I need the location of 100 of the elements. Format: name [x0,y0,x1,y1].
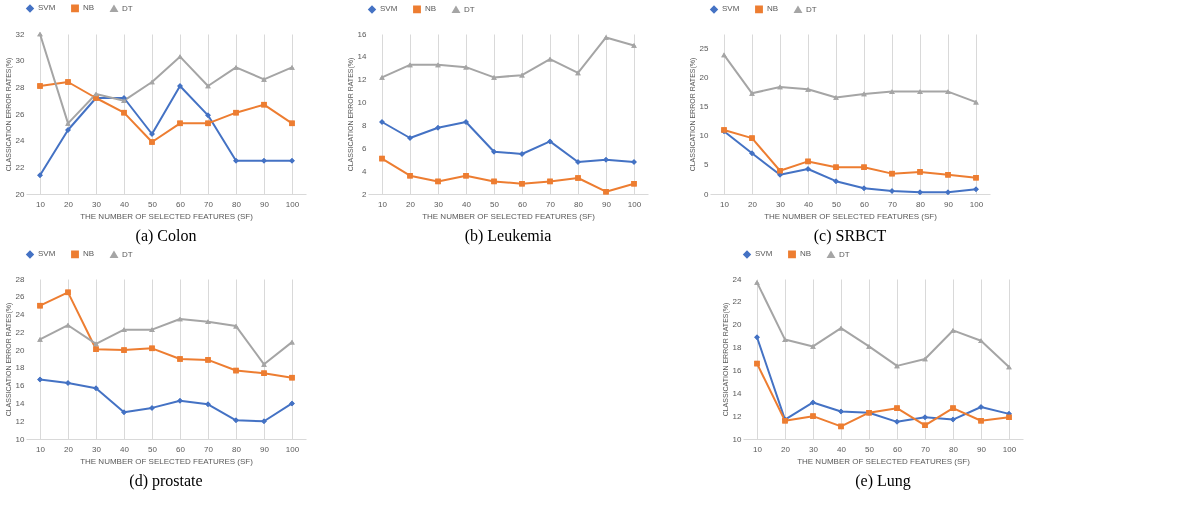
legend-label: NB [83,3,95,13]
y-tick-label: 24 [732,274,743,284]
point [261,101,267,108]
point [754,280,760,285]
point [149,79,155,85]
x-tick-label: 30 [92,199,102,209]
x-tick-label: 50 [148,199,158,209]
x-tick-label: 10 [378,199,388,209]
x-tick-label: 80 [574,199,584,209]
legend-label: DT [122,249,133,259]
point [603,188,609,195]
point [261,76,267,82]
legend-label: NB [800,249,812,259]
point [177,316,183,322]
x-tick-label: 40 [120,199,130,209]
point [491,148,497,155]
x-tick-label: 10 [36,444,46,454]
point [945,89,951,94]
point [945,172,951,178]
point [838,408,844,415]
point [922,356,928,362]
point [407,172,413,179]
x-tick-label: 30 [809,444,819,454]
point [777,84,783,90]
point [978,417,984,424]
legend-label: SVM [38,249,56,259]
point [810,344,816,349]
point [575,70,581,76]
y-tick-label: 10 [732,434,743,444]
point [810,413,816,419]
x-tick-label: 60 [176,444,186,454]
x-tick-label: 100 [627,199,642,209]
point [37,31,43,37]
text: (c) SRBCT [813,227,887,245]
x-tick-label: 70 [204,199,214,209]
point [749,135,755,141]
x-tick-label: 60 [893,444,903,454]
point [519,180,525,187]
point [37,83,43,89]
x-tick-label: 70 [204,444,214,454]
y-tick-label: 20 [732,320,743,330]
point [37,172,43,179]
point [435,124,441,131]
point [435,178,441,185]
point [37,337,43,342]
point [93,346,99,352]
point [289,120,295,127]
point [922,414,928,421]
y-tick-label: 14 [732,388,743,398]
legend-label: DT [839,249,850,259]
x-tick-label: 50 [832,199,842,209]
point [838,325,844,331]
point [603,35,609,40]
x-axis-title: THE NUMBER OF SELECTED FEATURES (SF) [764,211,938,221]
point [861,164,867,170]
x-tick-label: 40 [462,199,472,209]
point [289,157,295,164]
point [805,86,811,92]
point [917,169,923,175]
y-tick-label: 0 [704,189,710,199]
x-tick-label: 100 [969,199,984,209]
point [950,328,956,333]
point [233,417,239,424]
x-tick-label: 10 [720,199,730,209]
y-tick-label: 2 [362,189,368,199]
x-tick-label: 60 [176,199,186,209]
legend-label: DT [122,3,133,13]
point [950,416,956,423]
point [261,370,267,376]
x-tick-label: 70 [546,199,556,209]
point [463,64,469,70]
legend-label: SVM [380,4,398,14]
y-tick-label: 24 [15,136,26,146]
y-tick-label: 16 [357,29,368,39]
point [205,83,211,89]
x-tick-label: 100 [285,444,300,454]
point [379,155,385,162]
point [121,409,127,416]
x-tick-label: 50 [148,444,158,454]
point [519,72,525,78]
point [435,62,441,68]
y-tick-label: 10 [357,98,368,108]
y-tick-label: 6 [362,143,368,153]
y-tick-label: 12 [15,416,26,426]
point [749,90,755,96]
y-tick-label: 18 [732,343,743,353]
point [575,175,581,181]
x-tick-label: 20 [781,444,791,454]
text: (b) Leukemia [464,227,552,245]
y-tick-label: 20 [15,345,26,355]
point [547,138,553,145]
point [149,139,155,145]
y-tick-label: 12 [732,411,743,421]
y-tick-label: 26 [15,292,26,302]
text: (e) Lung [855,472,911,490]
x-tick-label: 40 [120,444,130,454]
x-tick-label: 30 [434,199,444,209]
point [149,345,155,352]
point [205,401,211,408]
y-tick-label: 8 [362,120,368,130]
